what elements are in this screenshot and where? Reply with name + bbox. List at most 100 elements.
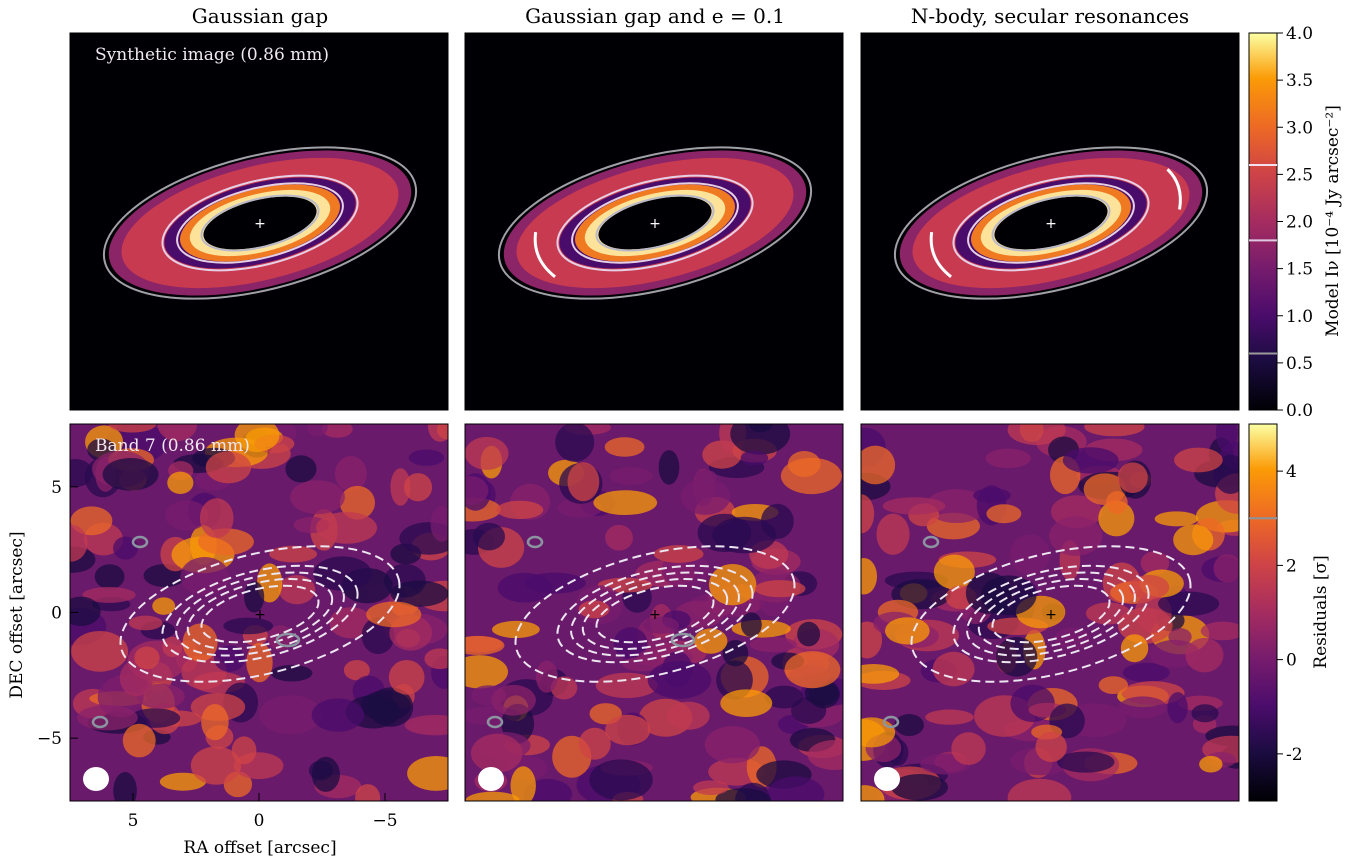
contour-gap-outer [952,174,1150,272]
noise-blob [925,489,988,523]
noise-blob [122,723,156,758]
y-tick-label: 5 [51,478,62,498]
model-frame [69,32,449,411]
dashed-model-contour [581,577,729,651]
x-tick-label: 5 [128,811,139,831]
noise-blob [749,636,797,653]
panel-title-3: N-body, secular resonances [911,4,1189,28]
noise-blob [722,639,749,667]
noise-blob [605,714,651,746]
model-colorbar: 0.0 0.5 1.0 1.5 2.0 2.5 3.0 3.5 4.0 [1248,24,1313,421]
resonance-arc [1166,168,1182,210]
noise-blob [128,615,163,631]
colorbar-tick-label: 2.0 [1286,213,1313,233]
noise-blob [1158,591,1220,616]
model-panel-2: + [464,32,844,411]
noise-blob [1118,696,1167,719]
noise-blob [94,564,125,590]
residual-panels: + + + [69,423,1240,802]
noise-blob [891,773,949,801]
noise-blob [666,701,710,730]
colorbar-tick-label: 3.5 [1286,71,1313,91]
residual-3sigma-contour [882,715,900,729]
noise-blob [343,659,370,681]
noise-blob [1106,491,1128,515]
noise-blob [1056,751,1115,773]
noise-blob [1120,634,1149,663]
noise-blob [780,457,842,495]
axis-ticks: 5 5 0 0 −5 −5 [37,478,398,831]
noise-blob [885,617,930,645]
colorbar-tick-label: 0.5 [1286,354,1313,374]
noise-blob [1173,524,1214,556]
beam-ellipse [83,767,109,791]
noise-blob [134,646,160,670]
beam-ellipse [478,767,504,791]
noise-blob [403,473,433,502]
dashed-model-contour [161,564,359,664]
colorbar-tick-label: 4 [1286,462,1297,482]
noise-blob [593,490,658,516]
noise-blob [740,450,769,466]
contour-gap-inner [967,182,1135,264]
residual-frame [860,423,1240,802]
noise-blob [180,556,230,596]
contour-outer [893,146,1209,300]
noise-blob [321,424,353,438]
noise-blob [861,785,885,801]
noise-blob [1199,755,1223,773]
noise-blob [595,672,658,699]
x-axis-label: RA offset [arcsec] [183,838,336,858]
y-axis-label: DEC offset [arcsec] [7,531,27,698]
noise-blob [643,616,680,634]
central-cavity [598,196,712,250]
noise-blob [1009,534,1051,575]
residual-colorbar-label: Residuals [σ] [1311,555,1331,668]
noise-blob [329,607,373,639]
dashed-model-contour [977,577,1125,651]
noise-blob [113,772,137,801]
model-panels: + + + [69,32,1240,411]
noise-blob [70,506,113,536]
noise-blob [1215,424,1238,453]
noise-blob [995,636,1038,677]
noise-blob [986,504,1022,524]
noise-blob [82,587,136,603]
asymmetric-feature [533,231,556,278]
model-frame [860,32,1240,411]
noise-blob [157,424,198,442]
colorbar-tick-label: 1.0 [1286,307,1313,327]
noise-blob [129,708,181,728]
dashed-model-contour [952,564,1150,664]
noise-blob [497,572,552,603]
noise-blob [1007,778,1072,801]
noise-blob [1174,447,1223,473]
noise-blob [390,580,448,607]
residual-3sigma-contour [922,535,940,549]
noise-blob [1117,462,1148,494]
colorbar-tick-label: -2 [1286,745,1303,765]
noise-blob [465,436,509,470]
star-marker: + [649,216,661,232]
y-tick-label: −5 [37,729,62,749]
noise-blob [680,478,731,515]
colorbar-tick-label: 0 [1286,651,1297,671]
noise-blob [201,703,229,741]
residual-3sigma-contour [131,535,149,549]
noise-blob [1122,662,1170,683]
noise-blob [861,663,900,684]
noise-blob [1213,554,1239,583]
noise-blob [550,676,578,700]
noise-blob [609,467,653,485]
noise-blob [604,437,645,457]
noise-blob [658,450,680,485]
noise-blob [408,449,445,466]
noise-blob [693,780,729,796]
noise-blob [199,498,234,539]
synthetic-image-annotation: Synthetic image (0.86 mm) [95,45,329,65]
dashed-model-contour [595,584,715,644]
noise-blob [523,778,573,801]
noise-blob [708,563,757,606]
noise-blob [1140,551,1170,575]
dashed-model-contour [200,584,320,644]
